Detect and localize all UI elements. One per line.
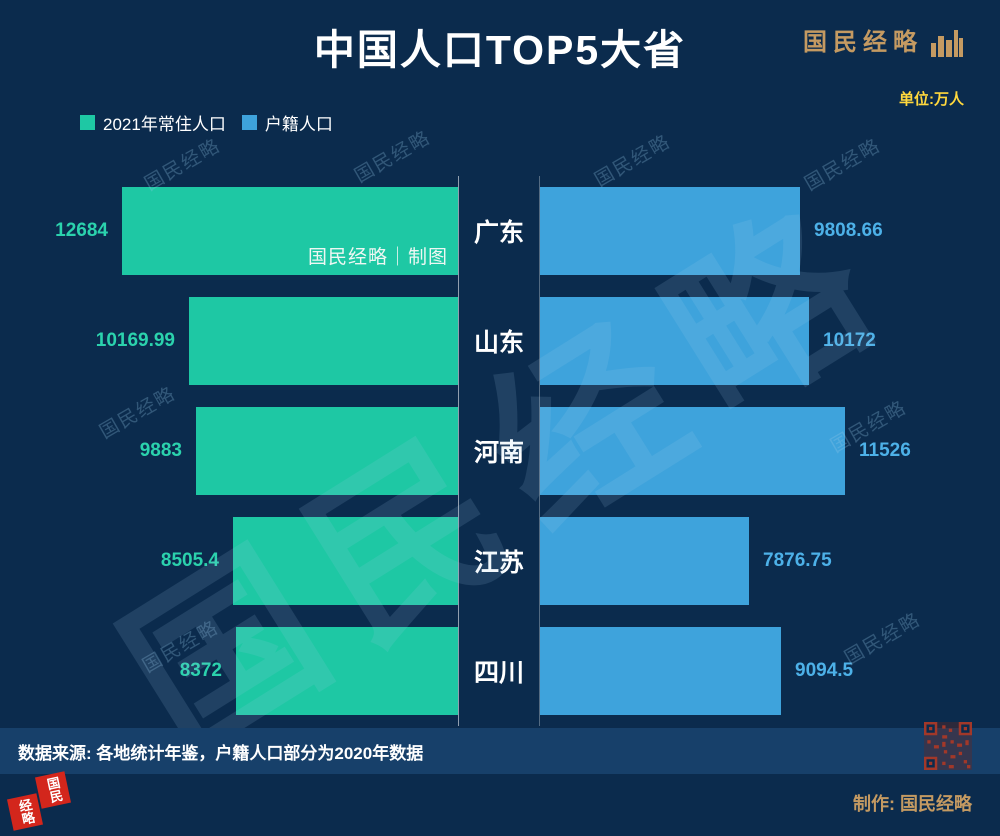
registered-bar-cell: 9808.66 [540,187,1000,275]
data-source-text: 数据来源: 各地统计年鉴，户籍人口部分为2020年数据 [18,743,424,763]
brand-logo-text: 国民经略 [803,27,923,56]
province-label: 四川 [458,616,540,726]
province-label: 广东 [458,176,540,286]
registered-bar [540,407,845,495]
seal-left-square: 经略 [7,793,43,831]
legend-label-resident: 2021年常住人口 [103,115,226,134]
registered-bar-cell: 7876.75 [540,517,1000,605]
registered-bar [540,627,781,715]
resident-bar-cell: 8372 [0,627,458,715]
resident-value-label: 8505.4 [160,550,219,571]
resident-bar [196,407,458,495]
chart-legend: 2021年常住人口 户籍人口 [80,110,333,135]
unit-label: 单位:万人 [899,91,964,108]
skyline-icon [931,30,963,57]
resident-bar-cell: 12684 国民经略｜制图 [0,187,458,275]
resident-bar [236,627,458,715]
registered-value-label: 10172 [823,330,876,351]
legend-swatch-resident [80,115,95,130]
registered-value-label: 7876.75 [763,550,832,571]
resident-bar-cell: 9883 [0,407,458,495]
registered-bar [540,297,809,385]
butterfly-chart: 12684 国民经略｜制图 广东 9808.66 10169.99 山东 101… [0,176,1000,726]
resident-bar-cell: 8505.4 [0,517,458,605]
registered-bar-cell: 9094.5 [540,627,1000,715]
legend-item-resident: 2021年常住人口 [80,110,226,135]
province-label: 江苏 [458,506,540,616]
source-strip: 数据来源: 各地统计年鉴，户籍人口部分为2020年数据 [0,728,1000,774]
chart-row-henan: 9883 河南 11526 [0,396,1000,506]
resident-bar [189,297,458,385]
registered-value-label: 9094.5 [795,660,854,681]
resident-bar [233,517,458,605]
registered-value-label: 9808.66 [814,220,883,241]
registered-bar-cell: 11526 [540,407,1000,495]
legend-label-registered: 户籍人口 [264,115,333,134]
chart-row-shandong: 10169.99 山东 10172 [0,286,1000,396]
registered-value-label: 11526 [859,440,911,461]
legend-swatch-registered [241,115,257,130]
province-label: 河南 [458,396,540,506]
legend-item-registered: 户籍人口 [241,110,333,135]
chart-row-sichuan: 8372 四川 9094.5 [0,616,1000,726]
resident-value-label: 10169.99 [95,330,175,351]
resident-bar-cell: 10169.99 [0,297,458,385]
resident-value-label: 9883 [139,440,182,461]
qr-code [924,722,972,770]
bar-credit-watermark: 国民经略｜制图 [307,246,448,268]
resident-value-label: 12684 [55,220,108,241]
resident-bar: 国民经略｜制图 [122,187,458,275]
registered-bar-cell: 10172 [540,297,1000,385]
page-title: 中国人口TOP5大省 [313,27,687,73]
brand-logo: 国民经略 [803,22,964,57]
chart-row-guangdong: 12684 国民经略｜制图 广东 9808.66 [0,176,1000,286]
province-label: 山东 [458,286,540,396]
maker-credit: 制作: 国民经略 [853,794,972,814]
resident-value-label: 8372 [179,660,222,681]
registered-bar [540,187,800,275]
registered-bar [540,517,749,605]
chart-row-jiangsu: 8505.4 江苏 7876.75 [0,506,1000,616]
red-seal: 国民 经略 [7,771,84,836]
seal-right-square: 国民 [35,771,71,809]
